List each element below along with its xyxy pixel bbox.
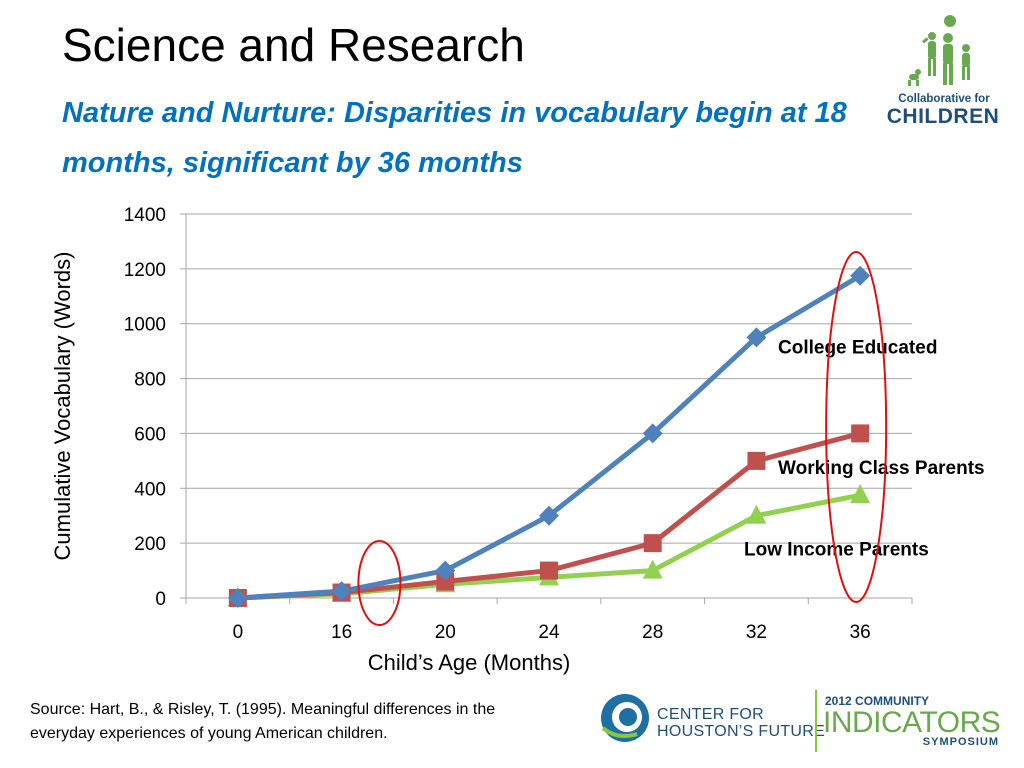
y-tick-label: 600 [134,424,166,445]
x-tick-label: 28 [642,622,663,643]
x-tick-label: 0 [233,622,244,643]
y-tick-label: 400 [134,479,166,500]
data-point-triangle [746,504,767,524]
series-label: Low Income Parents [744,540,929,561]
data-point-square [643,534,662,553]
data-point-square [436,572,455,591]
data-point-diamond [227,588,248,608]
logo-line-1: Collaborative for [898,93,990,105]
data-point-diamond [850,265,871,286]
y-tick-label: 1200 [124,260,166,281]
slide-title: Science and Research [62,19,525,71]
data-point-diamond [539,505,559,526]
source-citation: Source: Hart, B., & Risley, T. (1995). M… [30,701,496,742]
x-tick-label: 24 [538,622,560,643]
x-tick-label: 36 [850,622,871,643]
y-tick-label: 0 [155,589,166,610]
data-point-square [540,561,558,580]
y-tick-label: 200 [134,534,166,555]
data-point-square [747,451,766,470]
data-point-diamond [435,560,456,581]
community-indicators-symposium-logo: 2012 COMMUNITY INDICATORS SYMPOSIUM [823,694,1003,754]
y-axis-title: Cumulative Vocabulary (Words) [50,252,75,561]
logo-line-2: CHILDREN [886,105,1000,128]
slide-subtitle: Nature and Nurture: Disparities in vocab… [62,97,847,179]
series-label: Working Class Parents [778,458,985,479]
x-tick-label: 16 [331,622,352,643]
logo-line-1: 2012 COMMUNITY [825,694,930,708]
x-axis-title: Child’s Age (Months) [368,650,571,675]
center-for-houstons-future-logo: Center for Houston’s Future [597,690,825,746]
logo-divider [815,690,817,752]
children-figures-icon [908,15,970,86]
vocabulary-line-chart: 0 200 400 600 800 1000 1200 1400 0 16 20 24 28 32 36 Ch… [50,205,985,675]
logo-line-2: INDICATORS [823,706,1001,739]
data-point-square [851,424,870,443]
data-point-diamond [746,327,767,348]
y-tick-label: 1400 [124,205,166,226]
data-point-diamond [331,581,352,602]
x-tick-label: 20 [435,622,456,643]
highlight-ellipse-18-months [357,540,402,626]
y-tick-label: 800 [134,370,166,391]
highlight-ellipse-36-months [825,250,888,603]
logo-line-3: SYMPOSIUM [922,736,999,748]
data-point-diamond [642,423,663,444]
x-tick-label: 32 [746,622,767,643]
collaborative-for-children-logo: Collaborative for CHILDREN [882,14,1000,134]
y-tick-label: 1000 [124,315,166,336]
logo-line-2: Houston’s Future [657,723,826,740]
logo-line-1: Center for [657,706,764,723]
data-point-triangle [642,559,663,579]
data-point-triangle [850,484,871,504]
series-label: College Educated [778,337,937,358]
houston-swirl-icon [601,694,649,742]
